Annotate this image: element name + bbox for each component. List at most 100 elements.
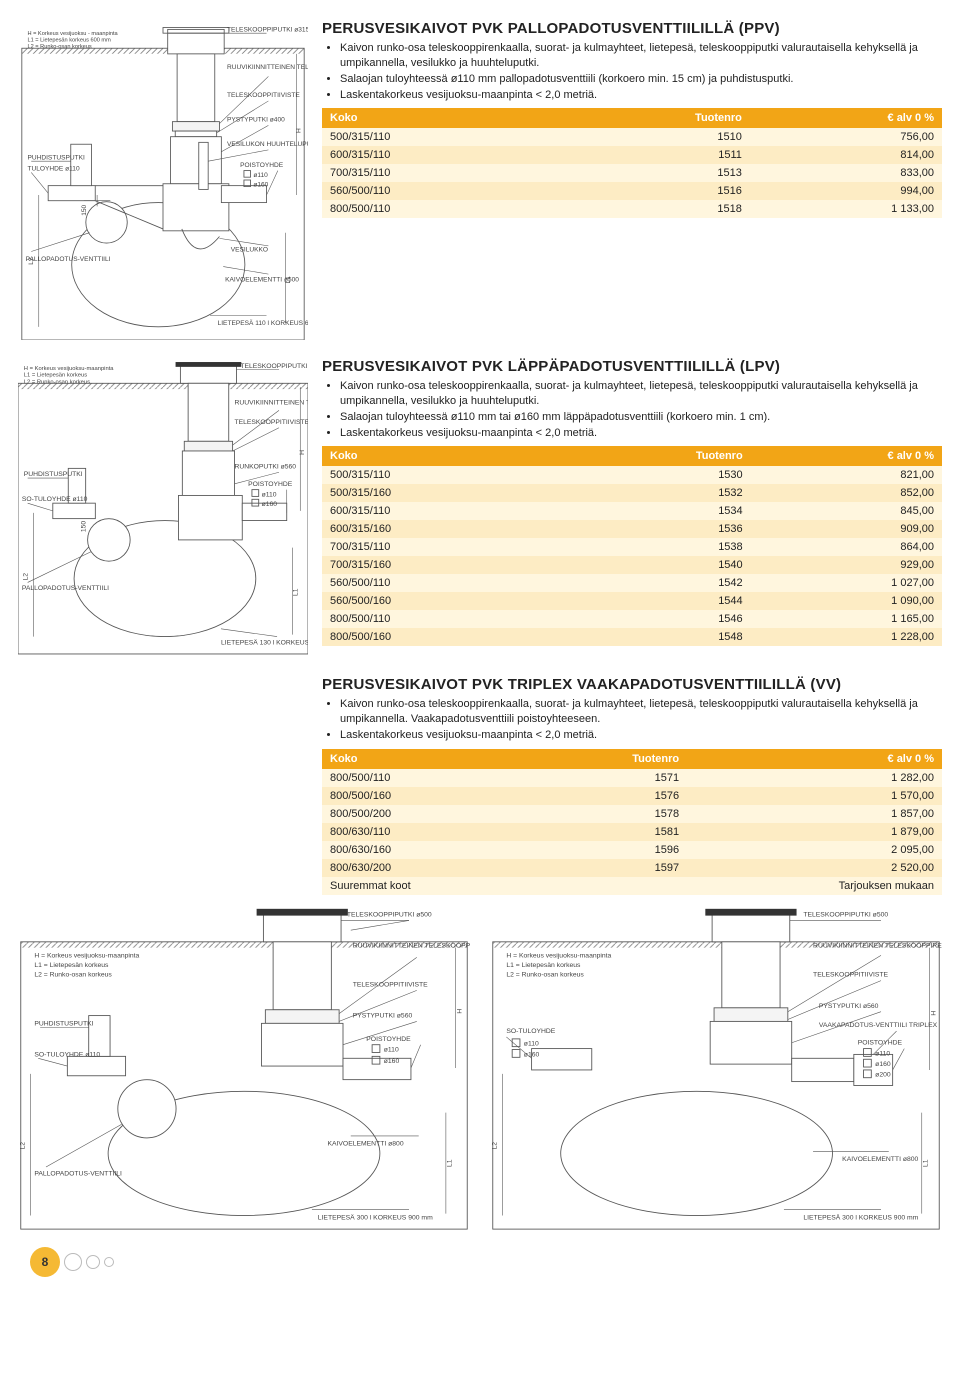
table-row: 500/315/1101530821,00 [322, 466, 942, 484]
ppv-b1: Salaojan tuloyhteessä ø110 mm pallopadot… [340, 72, 942, 87]
fr-L2: L2 [492, 1141, 499, 1149]
fl-sotulo: SO-TULOYHDE ø110 [34, 1051, 100, 1058]
cell: 1513 [557, 164, 750, 182]
lpv-L1: L1 [292, 588, 299, 596]
fr-s160: ø160 [524, 1051, 540, 1058]
lpv-l-puhd: PUHDISTUSPUTKI [24, 471, 83, 478]
fr-p160: ø160 [875, 1061, 891, 1068]
lbl-rengas: RUUVIKIINNITTEINEN TELESKOOPPIRENGAS [227, 64, 308, 71]
cell: 600/315/110 [322, 502, 558, 520]
cell: 1 027,00 [751, 574, 942, 592]
table-row: 700/315/1601540929,00 [322, 556, 942, 574]
lpv-bullets: Kaivon runko-osa teleskooppirenkaalla, s… [322, 379, 942, 440]
fr-p110: ø110 [875, 1050, 890, 1057]
fl-puhd: PUHDISTUSPUTKI [34, 1020, 93, 1027]
cell: 560/500/110 [322, 574, 558, 592]
fl-legend-L1: L1 = Lietepesän korkeus [34, 962, 109, 969]
footer-dot-3 [104, 1257, 114, 1267]
fl-p110: ø110 [384, 1046, 399, 1053]
table-row: 800/630/11015811 879,00 [322, 823, 942, 841]
lpv-l-runko: RUNKOPUTKI ø560 [235, 463, 297, 470]
fr-sotulo: SO-TULOYHDE [506, 1028, 555, 1035]
lbl-vesilukko: VESILUKKO [231, 247, 268, 254]
lbl-puhdistus: PUHDISTUSPUTKI [27, 154, 85, 161]
fl-legend-L2: L2 = Runko-osan korkeus [34, 971, 112, 978]
cell: 800/500/200 [322, 805, 543, 823]
catalog-page: H = Korkeus vesijuoksu - maanpinta L1 = … [0, 0, 960, 1287]
fr-p200: ø200 [875, 1071, 891, 1078]
cell: 1548 [558, 628, 750, 646]
fl-p160: ø160 [384, 1058, 400, 1065]
table-row: 500/315/1601532852,00 [322, 484, 942, 502]
cell: 1532 [558, 484, 750, 502]
ppv-b0: Kaivon runko-osa teleskooppirenkaalla, s… [340, 41, 942, 71]
lpv-p160: ø160 [262, 501, 278, 508]
lpv-l-sotulo: SO-TULOYHDE ø110 [22, 496, 88, 503]
cell: 1534 [558, 502, 750, 520]
cell: 1544 [558, 592, 750, 610]
cell: 1 133,00 [750, 200, 942, 218]
cell: 864,00 [751, 538, 942, 556]
cell: 500/315/110 [322, 128, 557, 146]
ppv-bullets: Kaivon runko-osa teleskooppirenkaalla, s… [322, 41, 942, 102]
th-koko: Koko [322, 108, 557, 128]
cell: 800/500/110 [322, 610, 558, 628]
lpv-b0: Kaivon runko-osa teleskooppirenkaalla, s… [340, 379, 942, 409]
cell: 800/630/110 [322, 823, 543, 841]
lpv-legend-L2: L2 = Runko-osan korkeus [24, 379, 90, 385]
vv-bullets: Kaivon runko-osa teleskooppirenkaalla, s… [322, 697, 942, 743]
cell: 1 879,00 [687, 823, 942, 841]
table-row: 800/500/11015461 165,00 [322, 610, 942, 628]
ppv-table: Koko Tuotenro € alv 0 % 500/315/11015107… [322, 108, 942, 218]
section-lpv: H = Korkeus vesijuoksu-maanpinta L1 = Li… [18, 358, 942, 658]
lpv-150: 150 [81, 521, 88, 533]
ppv-svg: H = Korkeus vesijuoksu - maanpinta L1 = … [18, 20, 308, 340]
lpv-L2: L2 [23, 573, 30, 581]
lpv-th0: Koko [322, 446, 558, 466]
lpv-th1: Tuotenro [558, 446, 750, 466]
table-row: 800/500/11015181 133,00 [322, 200, 942, 218]
fr-legend-L2: L2 = Runko-osan korkeus [506, 971, 584, 978]
table-row: 800/500/11015711 282,00 [322, 769, 942, 787]
lpv-l-pallo: PALLOPADOTUS-VENTTIILI [22, 585, 109, 592]
lpv-svg: H = Korkeus vesijuoksu-maanpinta L1 = Li… [18, 358, 308, 658]
cell: 1571 [543, 769, 687, 787]
lpv-legend-H: H = Korkeus vesijuoksu-maanpinta [24, 366, 115, 372]
cell: 845,00 [751, 502, 942, 520]
cell: 800/500/160 [322, 787, 543, 805]
lbl-pallo: PALLOPADOTUS-VENTTIILI [26, 256, 111, 263]
cell: 500/315/110 [322, 466, 558, 484]
table-row: 600/315/1101534845,00 [322, 502, 942, 520]
lpv-legend-L1: L1 = Lietepesän korkeus [24, 373, 87, 379]
lpv-b1: Salaojan tuloyhteessä ø110 mm tai ø160 m… [340, 410, 942, 425]
lbl-lietepesa110: LIETEPESÄ 110 l KORKEUS 600 mm [218, 319, 308, 327]
cell: 1597 [543, 859, 687, 877]
fr-tele: TELESKOOPPIPUTKI ø500 [803, 911, 888, 918]
cell: 1578 [543, 805, 687, 823]
cell: 1538 [558, 538, 750, 556]
vv-th2: € alv 0 % [687, 749, 942, 769]
cell: Suuremmat koot [322, 877, 543, 895]
fl-tele500: TELESKOOPPIPUTKI ø500 [347, 911, 432, 918]
lpv-l-tele500: TELESKOOPPIPUTKI ø500 [240, 363, 308, 370]
cell: 600/315/110 [322, 146, 557, 164]
fr-vaaka: VAAKAPADOTUS-VENTTIILI TRIPLEX [819, 1022, 938, 1029]
lpv-p110: ø110 [262, 491, 277, 498]
lpv-l-tiiv: TELESKOOPPITIIVISTE [235, 419, 308, 426]
fl-pysty: PYSTYPUTKI ø560 [353, 1012, 413, 1019]
lpv-diagram: H = Korkeus vesijuoksu-maanpinta L1 = Li… [18, 358, 308, 658]
table-row: 800/500/16015761 570,00 [322, 787, 942, 805]
table-row: 700/315/1101513833,00 [322, 164, 942, 182]
cell: 800/630/200 [322, 859, 543, 877]
table-row: 560/500/16015441 090,00 [322, 592, 942, 610]
fl-H: H [456, 1008, 463, 1013]
fr-legend-L1: L1 = Lietepesän korkeus [506, 962, 581, 969]
cell: 1536 [558, 520, 750, 538]
lbl-huuhtelu: VESILUKON HUUHTELUPUTKI [227, 141, 308, 148]
bottom-figures: H = Korkeus vesijuoksu-maanpinta L1 = Li… [18, 903, 942, 1233]
section-ppv: H = Korkeus vesijuoksu - maanpinta L1 = … [18, 20, 942, 340]
fig-right-svg: H = Korkeus vesijuoksu-maanpinta L1 = Li… [490, 903, 942, 1233]
lpv-th2: € alv 0 % [751, 446, 942, 466]
lpv-l-reng: RUUVIKIINNITTEINEN TELESKOOPPIRENGAS [235, 400, 308, 407]
axis-L1: L1 [285, 276, 292, 284]
